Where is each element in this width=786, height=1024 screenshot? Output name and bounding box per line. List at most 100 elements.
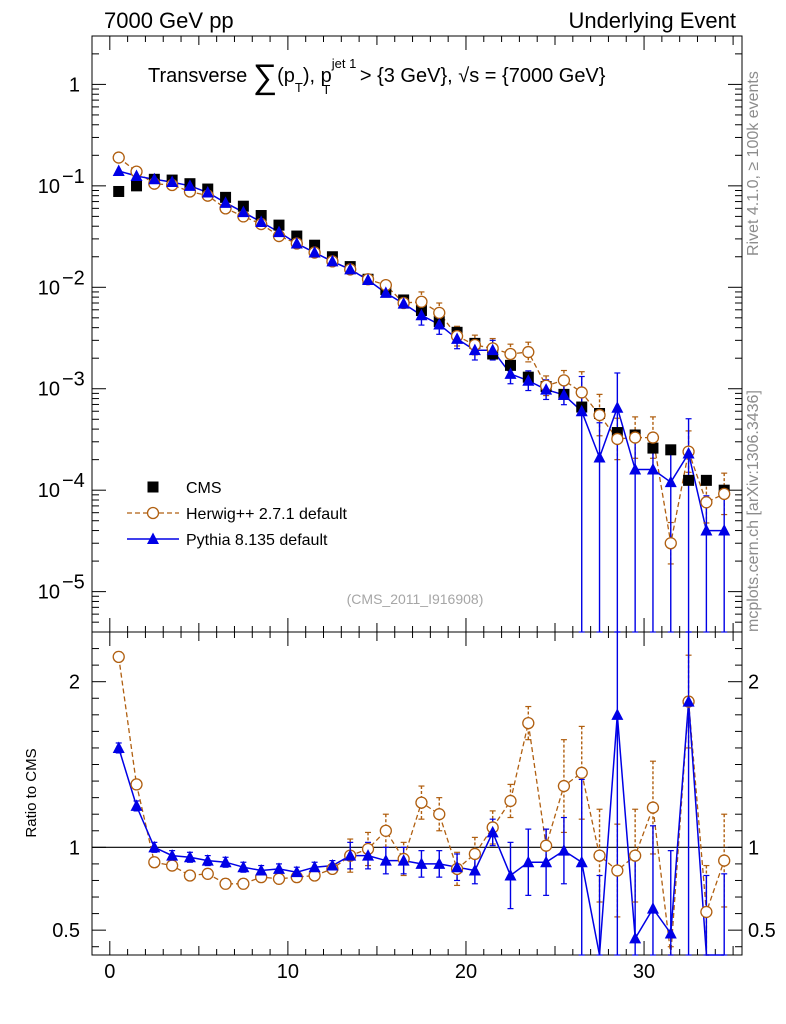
herwig-ratio-point: [522, 716, 535, 730]
pythia-ratio-line: [117, 701, 725, 956]
pythia-point: [504, 367, 517, 379]
legend-cms-marker: [147, 481, 159, 493]
herwig-ratio-point: [504, 794, 517, 808]
pythia-ratio-point: [557, 844, 570, 856]
pythia-point: [201, 185, 214, 198]
pythia-ratio-point: [290, 865, 303, 878]
pythia-ratio-point: [166, 849, 179, 861]
pythia-point: [148, 172, 161, 185]
pythia-point: [557, 388, 570, 400]
y-tick-exponent: −3: [62, 369, 85, 391]
pythia-ratio-point: [201, 854, 214, 866]
title-main: Transverse: [148, 65, 253, 87]
pythia-ratio-point: [308, 860, 321, 873]
pythia-ratio-point: [646, 902, 659, 914]
title-paren-close: ), p: [303, 65, 332, 87]
herwig-ratio-point: [629, 849, 642, 862]
herwig-ratio-point: [183, 869, 197, 882]
y-tick-exponent: −4: [62, 470, 85, 492]
ratio-y-tick-label: 2: [69, 672, 80, 694]
herwig-point: [611, 432, 624, 446]
pythia-point: [486, 343, 499, 356]
pythia-point: [397, 297, 410, 309]
pythia-ratio-point: [611, 708, 624, 720]
herwig-ratio-point: [201, 867, 214, 880]
title-cut: > {3 GeV},: [354, 65, 458, 87]
title-sub2: T: [322, 82, 330, 97]
pythia-ratio-point: [629, 931, 642, 944]
pythia-ratio-point: [664, 926, 677, 939]
x-tick-label: 10: [277, 961, 299, 983]
title-sum: ∑: [253, 58, 277, 96]
pythia-point: [522, 374, 535, 386]
header-right: Underlying Event: [568, 8, 736, 33]
herwig-ratio-point: [646, 801, 660, 814]
pythia-point: [344, 262, 357, 275]
x-tick-label: 20: [455, 961, 477, 983]
pythia-ratio-point: [379, 854, 392, 866]
cms-point: [611, 427, 623, 439]
pythia-line: [118, 170, 725, 532]
pythia-ratio-point: [468, 864, 481, 876]
y-tick-label: 10: [38, 480, 60, 502]
pythia-point: [237, 205, 250, 218]
pythia-point: [379, 286, 392, 298]
watermark-group: (CMS_2011_I916908): [347, 591, 484, 607]
pythia-ratio-point: [255, 864, 268, 876]
pythia-point: [700, 524, 713, 536]
y-tick-label: 1: [69, 74, 80, 96]
pythia-point: [468, 343, 481, 356]
y-tick-label: 10: [38, 277, 60, 299]
pythia-ratio-point: [575, 855, 588, 868]
pythia-ratio-point: [148, 840, 161, 853]
herwig-point: [629, 431, 642, 444]
pythia-point: [183, 179, 196, 191]
x-tick-label: 0: [104, 961, 115, 983]
legend-herwig-marker: [146, 506, 160, 520]
herwig-point: [522, 345, 535, 359]
cms-point: [683, 474, 695, 486]
pythia-ratio-point: [326, 859, 339, 871]
pythia-point: [308, 246, 321, 258]
herwig-ratio-point: [148, 856, 161, 869]
header-left: 7000 GeV pp: [104, 8, 234, 33]
pythia-point: [575, 404, 588, 417]
y-tick-label: 10: [38, 582, 60, 604]
herwig-point: [504, 347, 517, 361]
pythia-point: [166, 175, 179, 188]
y-tick-label: 10: [38, 379, 60, 401]
pythia-point: [219, 196, 232, 208]
herwig-ratio-point: [165, 859, 179, 872]
ratio-y-axis-label: Ratio to CMS: [23, 748, 40, 837]
pythia-point: [664, 475, 677, 488]
legend: CMS Herwig++ 2.7.1 default Pythia 8.135 de…: [127, 480, 348, 549]
pythia-point: [611, 401, 624, 413]
cms-point: [309, 239, 321, 251]
cms-point: [665, 444, 677, 456]
pythia-point: [130, 169, 143, 182]
pythia-ratio-point: [682, 695, 695, 707]
herwig-point: [664, 537, 677, 550]
herwig-ratio-point: [557, 779, 571, 793]
pythia-point: [593, 450, 606, 463]
herwig-ratio-point: [611, 864, 624, 877]
pythia-ratio-point: [486, 825, 499, 838]
main-plot: [112, 151, 731, 633]
ratio-frame: [91, 631, 743, 956]
pythia-point: [682, 446, 695, 459]
pythia-ratio-point: [504, 868, 517, 881]
herwig-point: [718, 487, 731, 501]
pythia-ratio-point: [451, 860, 464, 873]
pythia-point: [718, 524, 731, 536]
pythia-point: [629, 462, 642, 475]
pythia-ratio-point: [130, 799, 143, 811]
ratio-y-tick-label: 0.5: [52, 920, 80, 942]
herwig-point: [557, 374, 571, 387]
pythia-point: [290, 237, 303, 249]
pythia-point: [646, 462, 659, 475]
cms-point: [273, 219, 285, 231]
